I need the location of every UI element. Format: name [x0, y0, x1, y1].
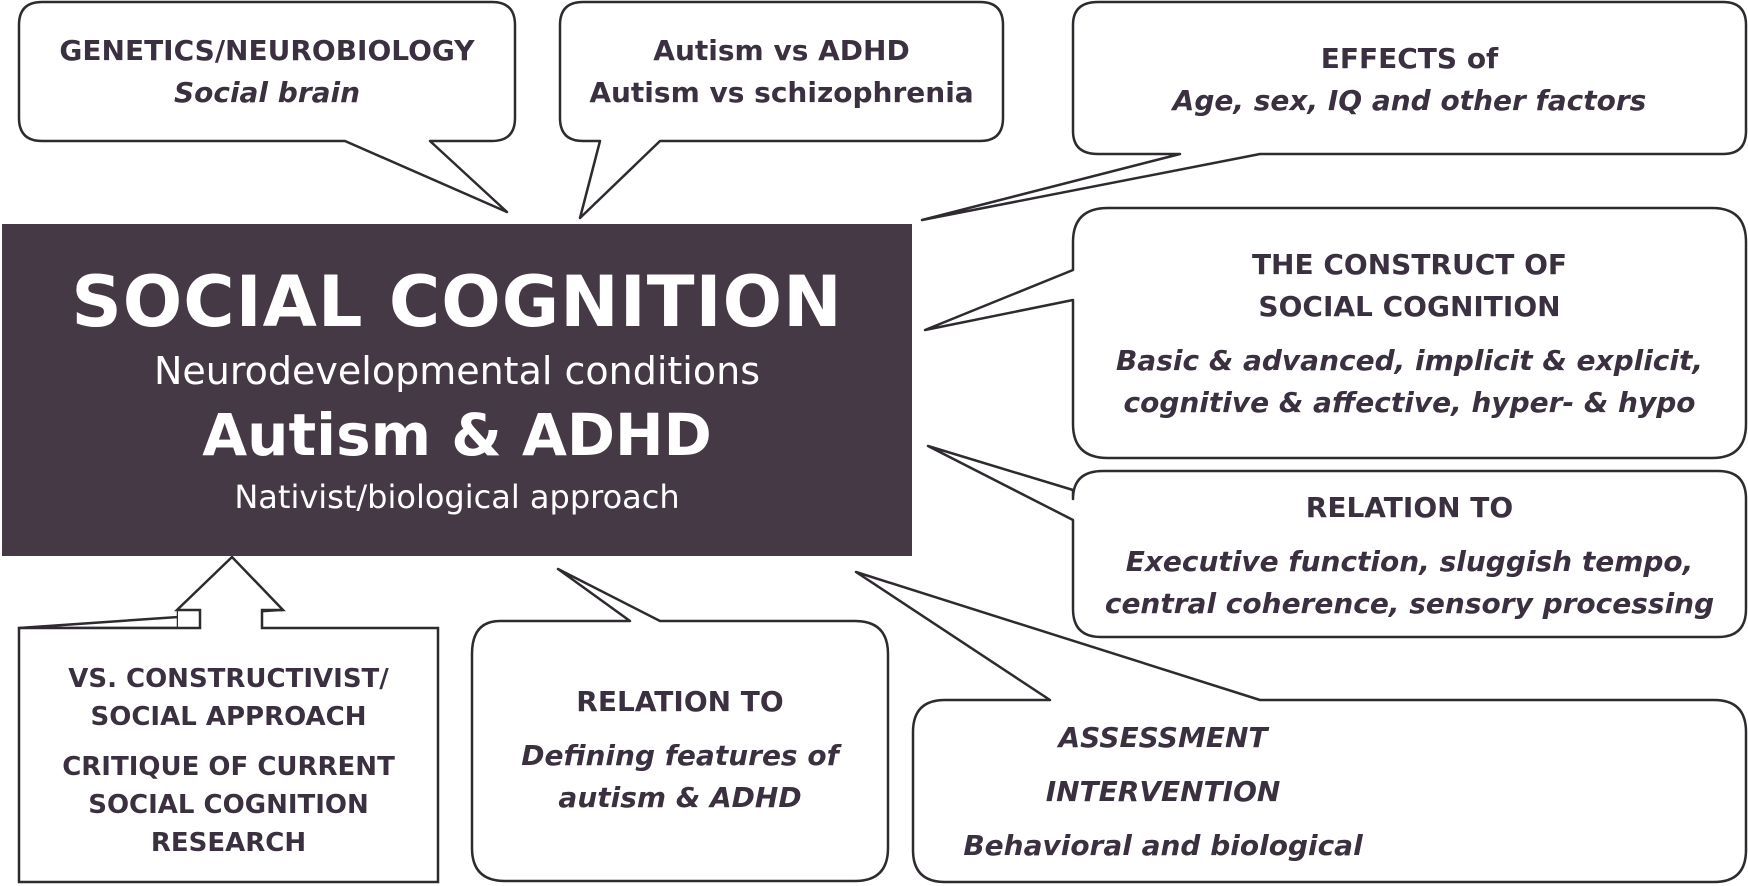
central-approach: Nativist/biological approach [234, 478, 680, 516]
relation-functions-heading: RELATION TO [1305, 491, 1514, 524]
up-arrow-with-box [17, 555, 440, 884]
central-subtitle: Neurodevelopmental conditions [153, 349, 760, 393]
effects-heading: EFFECTS of [1320, 42, 1499, 75]
central-main-topic: Autism & ADHD [202, 401, 712, 469]
bubble-construct: THE CONSTRUCT OF SOCIAL COGNITION Basic … [1073, 228, 1746, 440]
arrow-box-line1: VS. CONSTRUCTIVIST/ [68, 664, 389, 694]
bubble-effects-shape [920, 0, 1748, 222]
assessment-detail: Behavioral and biological [963, 829, 1363, 862]
central-topic-box: SOCIAL COGNITION Neurodevelopmental cond… [2, 224, 912, 556]
relation-functions-detail-line1: Executive function, sluggish tempo, [1125, 545, 1694, 578]
assessment-label: ASSESSMENT [1058, 721, 1268, 754]
bubble-relation-features-shape [470, 567, 890, 883]
arrow-box-text: VS. CONSTRUCTIVIST/ SOCIAL APPROACH CRIT… [19, 648, 438, 874]
relation-features-detail-line2: autism & ADHD [558, 781, 802, 814]
relation-functions-detail-line2: central coherence, sensory processing [1104, 587, 1715, 620]
construct-heading-line2: SOCIAL COGNITION [1258, 290, 1561, 323]
relation-features-heading: RELATION TO [576, 685, 784, 718]
arrow-box-line4: SOCIAL COGNITION [88, 790, 369, 820]
arrow-box-line3: CRITIQUE OF CURRENT [62, 752, 395, 782]
comparison-autism-schizophrenia: Autism vs schizophrenia [589, 76, 974, 109]
genetics-detail: Social brain [173, 76, 361, 109]
relation-features-detail-line1: Defining features of [521, 739, 839, 772]
bubble-comparisons: Autism vs ADHD Autism vs schizophrenia [560, 12, 1003, 132]
genetics-heading: GENETICS/NEUROBIOLOGY [59, 34, 475, 67]
central-title: SOCIAL COGNITION [71, 261, 843, 343]
arrow-box-line2: SOCIAL APPROACH [90, 702, 367, 732]
bubble-assessment-shape [854, 570, 1748, 884]
construct-detail-line1: Basic & advanced, implicit & explicit, [1115, 344, 1704, 377]
construct-detail-line2: cognitive & affective, hyper- & hypo [1123, 386, 1696, 419]
bubble-relation-features: RELATION TO Defining features of autism … [472, 660, 888, 840]
effects-detail: Age, sex, IQ and other factors [1172, 84, 1647, 117]
bubble-relation-functions: RELATION TO Executive function, sluggish… [1073, 478, 1746, 634]
bubble-construct-shape [923, 206, 1748, 460]
bubble-comparisons-shape [558, 0, 1005, 220]
comparison-autism-adhd: Autism vs ADHD [653, 34, 910, 67]
bubble-genetics: GENETICS/NEUROBIOLOGY Social brain [19, 12, 515, 132]
bubble-relation-functions-shape [926, 444, 1748, 639]
arrow-box-line5: RESEARCH [150, 828, 307, 858]
construct-heading-line1: THE CONSTRUCT OF [1251, 248, 1568, 281]
bubble-effects: EFFECTS of Age, sex, IQ and other factor… [1073, 20, 1746, 140]
intervention-label: INTERVENTION [1045, 775, 1281, 808]
bubble-genetics-shape [17, 0, 517, 214]
bubble-assessment: ASSESSMENT INTERVENTION Behavioral and b… [913, 712, 1746, 872]
